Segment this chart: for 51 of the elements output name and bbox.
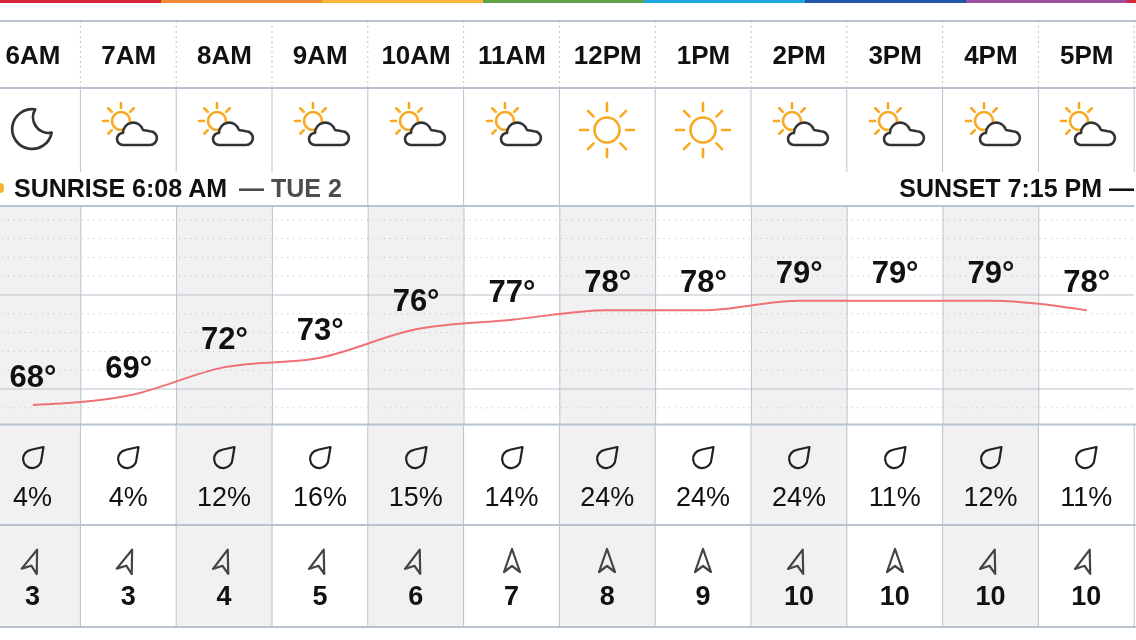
- data-label: 6: [408, 581, 424, 611]
- data-label: 12%: [963, 482, 1018, 512]
- data-label: 68°: [9, 358, 56, 394]
- data-label: 5: [312, 581, 328, 611]
- data-label: 79°: [871, 254, 919, 290]
- data-label: 11%: [868, 482, 921, 512]
- data-label: 7: [503, 581, 520, 611]
- data-label: 4%: [108, 482, 148, 512]
- data-label: 24%: [676, 482, 731, 512]
- data-label: 72°: [200, 320, 248, 356]
- data-label: 3: [24, 581, 41, 611]
- data-label: 10: [975, 581, 1006, 611]
- data-label: 69°: [104, 349, 152, 385]
- x-tick-label: 11AM: [477, 40, 546, 70]
- x-tick-label: 3PM: [867, 40, 922, 70]
- x-tick-label: 4PM: [963, 40, 1018, 70]
- x-tick-label: 8AM: [196, 40, 252, 70]
- text: SUNRISE 6:08 AM: [14, 174, 228, 203]
- x-tick-label: 2PM: [772, 40, 826, 70]
- data-label: 73°: [296, 311, 344, 347]
- text: — TUE 2: [239, 174, 342, 203]
- x-tick-label: 1PM: [676, 40, 730, 70]
- data-label: 78°: [583, 263, 631, 299]
- data-label: 12%: [197, 482, 252, 512]
- data-label: 10: [1071, 581, 1102, 611]
- data-label: 9: [695, 581, 711, 611]
- x-tick-label: 6AM: [5, 40, 60, 70]
- data-label: 10: [783, 581, 814, 611]
- data-label: 10: [879, 581, 910, 611]
- data-label: 24%: [771, 482, 826, 512]
- data-label: 14%: [484, 482, 539, 512]
- data-label: 76°: [392, 282, 440, 318]
- data-label: 3: [120, 581, 136, 611]
- x-tick-label: 5PM: [1059, 40, 1114, 70]
- data-label: 4: [216, 581, 232, 611]
- data-label: 24%: [580, 482, 635, 512]
- data-label: 79°: [967, 254, 1014, 290]
- x-tick-label: 9AM: [292, 40, 348, 70]
- data-label: 15%: [388, 482, 443, 512]
- data-label: 4%: [12, 482, 53, 512]
- text: SUNSET 7:15 PM —: [899, 174, 1134, 203]
- data-label: 78°: [679, 263, 727, 299]
- x-tick-label: 7AM: [100, 40, 156, 70]
- data-label: 79°: [775, 254, 823, 290]
- data-label: 8: [599, 581, 615, 611]
- data-label: 16%: [292, 482, 347, 512]
- data-label: 11%: [1060, 482, 1113, 512]
- x-tick-label: 10AM: [381, 40, 451, 70]
- data-label: 78°: [1062, 263, 1110, 299]
- x-tick-label: 12PM: [573, 40, 642, 70]
- data-label: 77°: [488, 273, 535, 309]
